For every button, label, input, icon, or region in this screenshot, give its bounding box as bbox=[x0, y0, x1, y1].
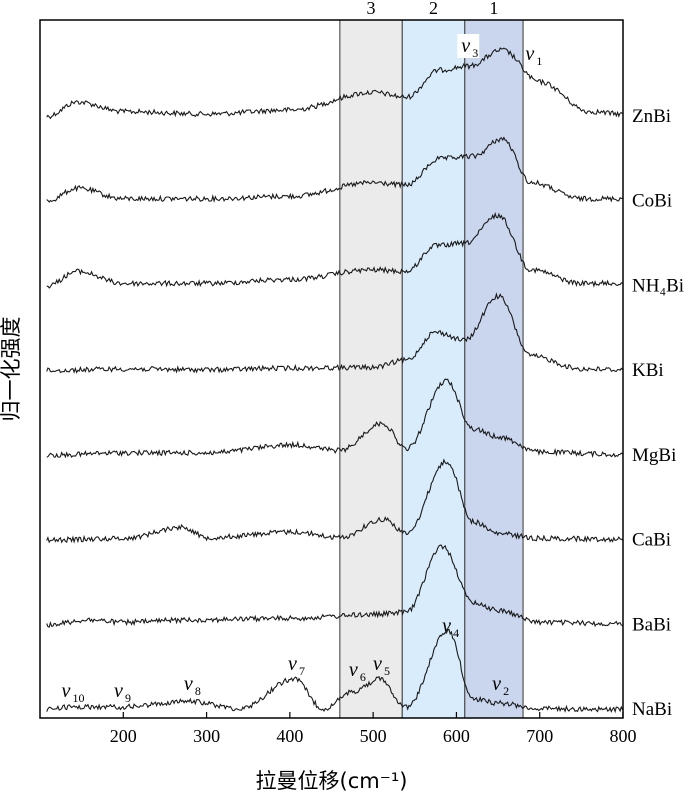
mode-symbol: v bbox=[461, 35, 470, 57]
x-tick-label: 300 bbox=[193, 726, 220, 746]
mode-label-v10: v 10 bbox=[61, 680, 84, 705]
mode-symbol: v bbox=[61, 680, 70, 702]
spectrum-NaBi bbox=[46, 628, 624, 714]
sample-label: KBi bbox=[632, 360, 664, 381]
x-tick-label: 200 bbox=[110, 726, 137, 746]
x-tick-label: 600 bbox=[443, 726, 470, 746]
mode-symbol: v bbox=[373, 653, 382, 675]
mode-symbol: v bbox=[114, 680, 123, 702]
mode-subscript: 2 bbox=[503, 684, 509, 698]
spectra-layer bbox=[46, 47, 624, 714]
x-tick-label: 400 bbox=[276, 726, 303, 746]
spectrum-CoBi bbox=[46, 136, 623, 204]
x-tick-label: 800 bbox=[610, 726, 637, 746]
x-axis-title: 拉曼位移(cm⁻¹) bbox=[256, 769, 408, 793]
mode-symbol: v bbox=[288, 653, 297, 675]
region-labels: 3 2 1 bbox=[367, 0, 499, 18]
y-axis-title: 归一化强度 bbox=[0, 317, 23, 422]
mode-subscript: 3 bbox=[472, 46, 478, 60]
band-2 bbox=[402, 20, 465, 718]
spectrum-BaBi bbox=[46, 544, 623, 628]
sample-label: CoBi bbox=[632, 191, 672, 212]
sample-labels: ZnBi CoBi NH₄Bi KBi MgBi CaBi BaBi NaBi bbox=[632, 106, 684, 720]
sample-label: CaBi bbox=[632, 530, 671, 551]
mode-subscript: 6 bbox=[360, 670, 366, 684]
x-ticks: 200 300 400 500 600 700 800 bbox=[110, 712, 637, 746]
mode-symbol: v bbox=[442, 615, 451, 637]
mode-label-bg bbox=[457, 34, 480, 58]
sample-label: BaBi bbox=[632, 614, 671, 635]
bands-layer bbox=[339, 20, 524, 718]
sample-label: NaBi bbox=[632, 699, 672, 720]
mode-symbol: v bbox=[492, 673, 501, 695]
spectrum-MgBi bbox=[46, 378, 623, 459]
mode-symbol: v bbox=[349, 659, 358, 681]
spectrum-NH₄Bi bbox=[46, 211, 623, 289]
x-tick-label: 700 bbox=[526, 726, 553, 746]
mode-subscript: 9 bbox=[125, 691, 131, 705]
mode-subscript: 10 bbox=[72, 691, 84, 705]
spectrum-KBi bbox=[46, 292, 623, 374]
mode-subscript: 1 bbox=[536, 54, 542, 68]
plot-frame bbox=[39, 19, 624, 719]
region-label-2: 2 bbox=[429, 0, 438, 18]
sample-label: ZnBi bbox=[632, 106, 671, 127]
mode-symbol: v bbox=[184, 673, 193, 695]
x-tick-label: 500 bbox=[360, 726, 387, 746]
spectrum-CaBi bbox=[46, 458, 623, 544]
mode-subscript: 7 bbox=[299, 664, 305, 678]
sample-label: NH₄Bi bbox=[632, 275, 684, 296]
mode-symbol: v bbox=[525, 43, 534, 65]
mode-subscript: 8 bbox=[195, 684, 201, 698]
mode-labels: v 10 v 9v 8v 7 v 6v 5v 4v 2v 3 v 1 bbox=[61, 34, 542, 705]
sample-label: MgBi bbox=[632, 445, 676, 466]
mode-subscript: 5 bbox=[384, 664, 390, 678]
mode-subscript: 4 bbox=[453, 626, 459, 640]
spectrum-ZnBi bbox=[46, 47, 623, 120]
region-label-1: 1 bbox=[489, 0, 498, 18]
region-label-3: 3 bbox=[367, 0, 376, 18]
